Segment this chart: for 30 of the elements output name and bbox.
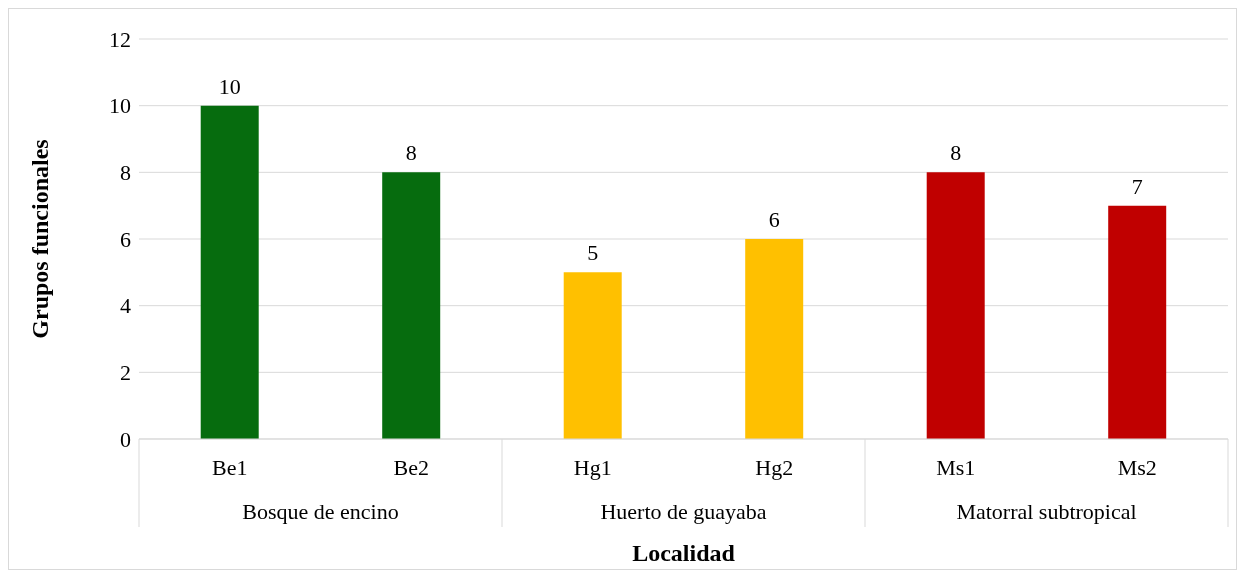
x-axis-title: Localidad: [632, 540, 736, 566]
x-tick-label: Ms2: [1117, 455, 1157, 480]
x-tick-label: Ms1: [936, 455, 976, 480]
y-tick-label: 2: [120, 360, 131, 386]
bar: [1108, 205, 1167, 439]
data-label: 8: [405, 140, 417, 166]
x-tick-label: Hg2: [755, 455, 794, 480]
data-label: 7: [1131, 173, 1143, 199]
x-tick-label: Be1: [212, 455, 248, 480]
y-tick-label: 12: [109, 26, 131, 52]
data-label: 6: [768, 207, 780, 232]
bar: [926, 172, 985, 439]
text: Matorral subtropical: [956, 499, 1137, 524]
bar: [745, 239, 804, 439]
bar: [382, 172, 441, 439]
text: Bosque de encino: [242, 499, 399, 524]
data-label: 5: [587, 240, 599, 266]
y-axis-title: Grupos funcionales: [26, 139, 53, 339]
y-tick-label: 4: [120, 293, 131, 319]
y-tick-label: 8: [120, 160, 131, 186]
bar: [563, 272, 622, 439]
y-tick-label: 6: [120, 226, 131, 252]
y-tick-label: 10: [109, 93, 131, 119]
data-label: 10: [218, 73, 241, 99]
text: Huerto de guayaba: [600, 499, 767, 524]
data-label: 8: [950, 140, 962, 166]
x-tick-label: Hg1: [573, 455, 612, 480]
bar: [200, 105, 259, 439]
x-tick-label: Be2: [393, 455, 429, 480]
y-tick-label: 0: [120, 426, 131, 452]
